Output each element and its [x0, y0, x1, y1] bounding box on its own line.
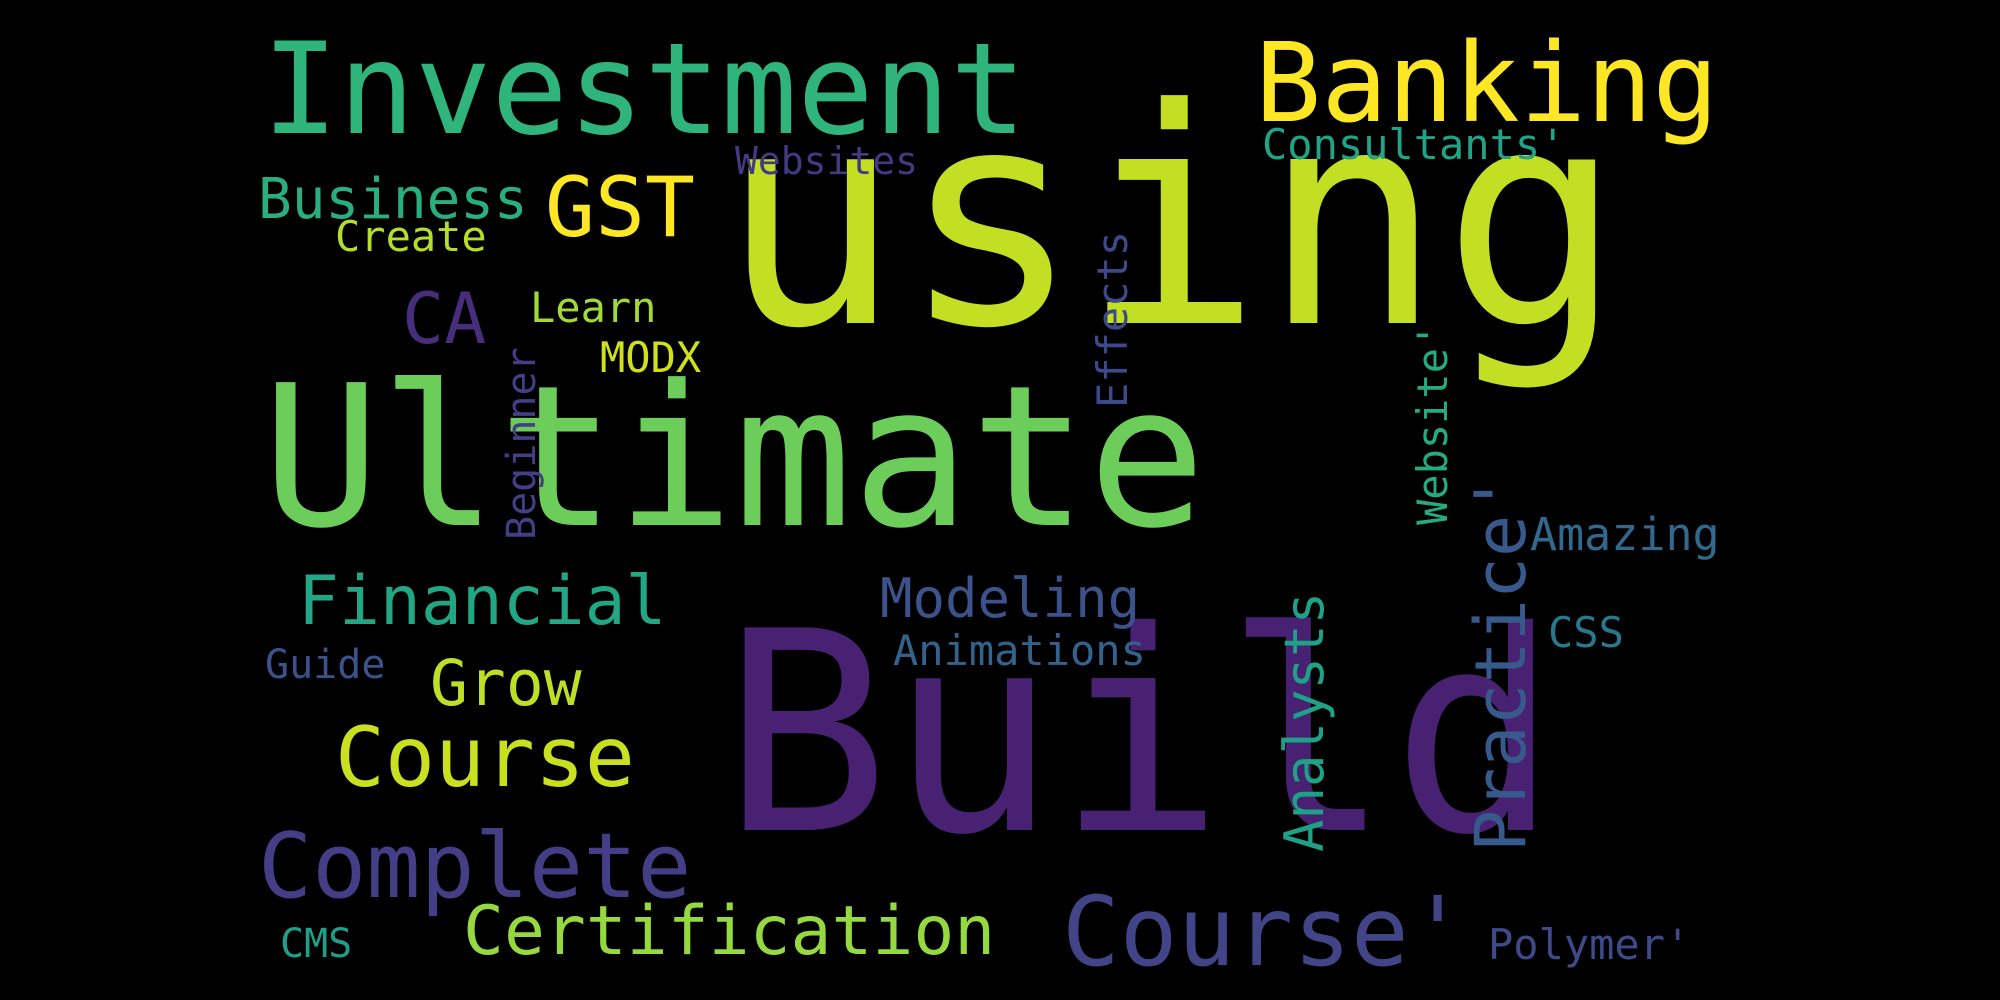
word-ca: CA — [402, 278, 487, 360]
word-modx: MODX — [600, 333, 702, 382]
word-using: using — [720, 45, 1624, 394]
word-complete: Complete — [258, 814, 692, 919]
word-create: Create — [335, 212, 487, 261]
word-cms: CMS — [280, 921, 353, 967]
word-grow: Grow — [430, 647, 582, 720]
word-course-quote: Course' — [1062, 876, 1467, 988]
word-certification: Certification — [463, 892, 996, 971]
word-analysts: Analysts — [1273, 591, 1336, 852]
word-course: Course — [335, 709, 635, 806]
word-banking: Banking — [1255, 19, 1719, 147]
word-guide: Guide — [265, 642, 386, 688]
word-build: Build — [722, 572, 1559, 896]
word-business: Business — [258, 167, 528, 232]
word-polymer: Polymer' — [1488, 920, 1691, 969]
word-practice: Practice' — [1460, 472, 1542, 852]
word-modeling: Modeling — [880, 567, 1141, 630]
word-gst: GST — [545, 159, 695, 256]
word-websites: Websites — [735, 139, 919, 183]
word-beginner: Beginner — [499, 347, 545, 540]
word-ultimate: Ultimate — [262, 344, 1207, 572]
word-consultants: Consultants' — [1262, 120, 1566, 169]
word-investment: Investment — [262, 15, 1027, 163]
word-animations: Animations — [893, 626, 1146, 675]
word-financial: Financial — [298, 562, 667, 641]
word-amazing: Amazing — [1530, 508, 1720, 561]
word-css: CSS — [1548, 608, 1624, 657]
word-effects: Effects — [1088, 230, 1137, 408]
word-learn: Learn — [530, 283, 657, 332]
word-website: Website' — [1408, 322, 1457, 525]
